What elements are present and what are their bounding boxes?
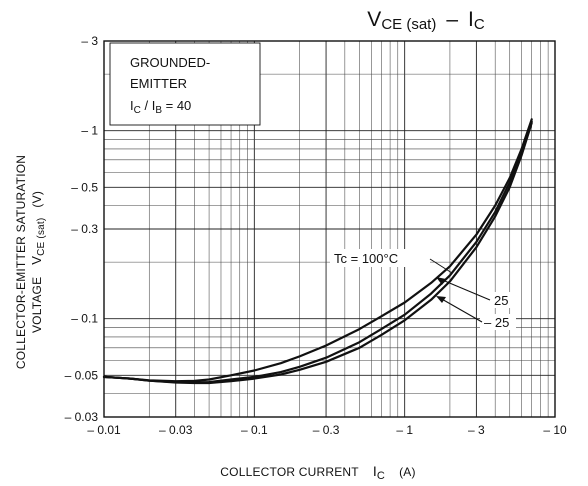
x-tick-label: – 3 [468, 423, 485, 437]
x-tick-label: – 0.1 [241, 423, 268, 437]
x-tick-label: – 0.01 [87, 423, 121, 437]
x-tick-label: – 0.03 [159, 423, 193, 437]
series-line-2 [102, 121, 533, 385]
series-line-0 [102, 118, 533, 383]
series-line-1 [102, 120, 533, 384]
condition-ratio: IC / IB = 40 [130, 98, 191, 116]
label-bg-25 [490, 292, 516, 308]
series-label-minus-25: – 25 [484, 315, 509, 330]
plot-frame [103, 40, 556, 418]
condition-line-1: GROUNDED- [130, 55, 210, 70]
y-tick-label: – 0.05 [65, 368, 99, 382]
label-bg-100c [330, 249, 430, 267]
y-tick-label: – 3 [81, 34, 98, 48]
pointer-minus-25 [439, 297, 483, 323]
curve-layer [102, 118, 533, 385]
label-bg-m25 [480, 314, 516, 330]
condition-line-2: EMITTER [130, 76, 187, 91]
y-tick-label: – 0.3 [71, 222, 98, 236]
y-tick-label: – 0.03 [65, 410, 99, 424]
x-tick-label: – 1 [396, 423, 413, 437]
series-label-100c: Tc = 100°C [334, 251, 398, 266]
series-label-25: 25 [494, 293, 508, 308]
x-tick-label: – 0.3 [313, 423, 340, 437]
y-tick-label: – 1 [81, 124, 98, 138]
y-axis-label-line-1: COLLECTOR-EMITTER SATURATION [14, 155, 28, 369]
tick-layer: – 0.01– 0.03– 0.1– 0.3– 1– 3– 10– 0.03– … [65, 34, 567, 437]
chart-title: VCE (sat) – IC [367, 8, 485, 33]
pointer-25 [439, 278, 491, 301]
x-axis-label: COLLECTOR CURRENT IC (A) [220, 463, 415, 482]
arrowhead-minus-25 [436, 296, 446, 303]
arrowhead-25 [436, 277, 446, 285]
y-tick-label: – 0.5 [71, 180, 98, 194]
y-axis-label-line-2: VOLTAGEVCE (sat)(V) [29, 191, 47, 333]
y-tick-label: – 0.1 [71, 312, 98, 326]
x-tick-label: – 10 [543, 423, 567, 437]
pointer-100c [429, 258, 453, 274]
condition-box [109, 42, 261, 126]
